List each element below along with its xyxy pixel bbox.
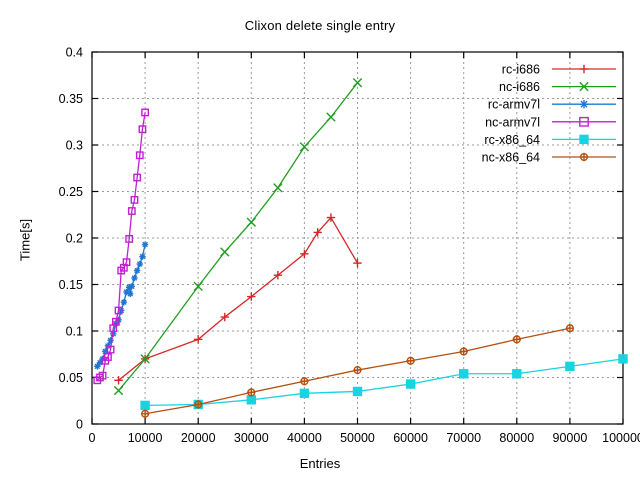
x-tick-label: 0 — [89, 431, 96, 445]
series-rc-x86_64 — [140, 354, 628, 411]
y-tick-label: 0.35 — [59, 92, 83, 106]
legend-label-rc-i686: rc-i686 — [502, 63, 540, 77]
series-rc-i686 — [114, 213, 362, 385]
legend-marker-nc-armv7l — [579, 116, 589, 127]
series-nc-armv7l — [93, 108, 149, 385]
legend-marker-rc-i686 — [579, 64, 589, 74]
series-nc-i686 — [113, 77, 363, 396]
y-tick-label: 0.05 — [59, 371, 83, 385]
y-tick-label: 0 — [76, 418, 83, 432]
x-tick-label: 10000 — [128, 431, 163, 445]
x-axis-label: Entries — [299, 456, 341, 471]
y-tick-label: 0.15 — [59, 278, 83, 292]
legend-label-rc-x86_64: rc-x86_64 — [484, 133, 540, 147]
x-tick-label: 40000 — [287, 431, 322, 445]
chart-legend: rc-i686 nc-i686 rc-armv7l nc-armv7l rc-x86_6… — [482, 63, 616, 165]
y-tick-label: 0.2 — [66, 232, 83, 246]
legend-marker-nc-x86_64 — [579, 152, 589, 162]
x-tick-label: 90000 — [553, 431, 588, 445]
series-nc-x86_64 — [140, 324, 575, 418]
x-tick-label: 60000 — [393, 431, 428, 445]
legend-label-nc-armv7l: nc-armv7l — [485, 115, 540, 129]
chart-title: Clixon delete single entry — [244, 18, 396, 33]
axis-ticks: 0 0.05 0.1 0.15 0.2 0.25 0.3 0.35 0.4 0 10000 20000… — [59, 46, 640, 446]
legend-marker-nc-i686 — [579, 81, 589, 92]
x-tick-label: 80000 — [499, 431, 534, 445]
y-tick-label: 0.3 — [66, 139, 83, 153]
legend-marker-rc-x86_64 — [579, 134, 589, 145]
x-tick-label: 70000 — [446, 431, 481, 445]
x-tick-label: 20000 — [181, 431, 216, 445]
legend-label-rc-armv7l: rc-armv7l — [488, 98, 540, 112]
y-tick-label: 0.4 — [66, 46, 83, 60]
grid-lines — [92, 52, 623, 424]
y-tick-label: 0.1 — [66, 325, 83, 339]
x-tick-label: 50000 — [340, 431, 375, 445]
legend-marker-rc-armv7l — [579, 100, 589, 109]
x-tick-label: 100000 — [602, 431, 640, 445]
legend-label-nc-i686: nc-i686 — [499, 80, 540, 94]
series-rc-armv7l — [94, 241, 149, 370]
y-tick-label: 0.25 — [59, 185, 83, 199]
x-tick-label: 30000 — [234, 431, 269, 445]
legend-label-nc-x86_64: nc-x86_64 — [482, 151, 540, 165]
plot-frame — [91, 51, 624, 425]
data-series-layer — [93, 77, 628, 418]
